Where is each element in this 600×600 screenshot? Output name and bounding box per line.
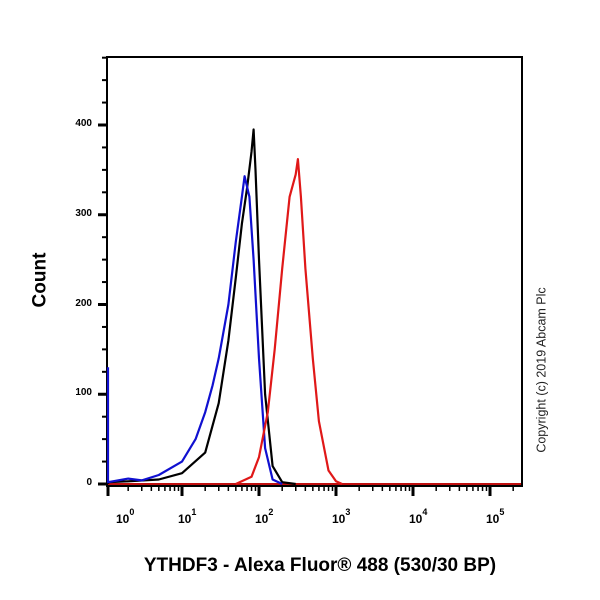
histogram-series xyxy=(235,158,343,486)
y-tick-label: 100 xyxy=(75,387,92,399)
histogram-series xyxy=(106,128,296,486)
x-tick-label: 101 xyxy=(178,507,197,526)
x-axis-label: YTHDF3 - Alexa Fluor® 488 (530/30 BP) xyxy=(143,555,497,576)
x-tick-label: 103 xyxy=(332,507,351,526)
x-tick-label: 100 xyxy=(116,507,135,526)
x-tick-label: 102 xyxy=(255,507,274,526)
y-tick-label: 200 xyxy=(75,297,92,309)
y-tick-label: 400 xyxy=(75,118,92,129)
x-axis-ticks xyxy=(106,486,514,496)
plot-frame xyxy=(106,56,523,487)
y-axis-ticks xyxy=(98,56,107,486)
histogram-curves xyxy=(106,128,521,486)
y-axis-label: Count xyxy=(18,240,62,320)
histogram-series xyxy=(106,175,283,485)
y-tick-label: 300 xyxy=(75,207,92,219)
y-axis-label-text: Count xyxy=(29,252,50,308)
copyright-notice: Copyright (c) 2019 Abcam Plc xyxy=(528,240,556,500)
y-tick-label: 0 xyxy=(86,477,92,488)
x-tick-label: 105 xyxy=(486,507,505,526)
copyright-text: Copyright (c) 2019 Abcam Plc xyxy=(535,287,550,453)
x-tick-label: 104 xyxy=(409,507,428,526)
